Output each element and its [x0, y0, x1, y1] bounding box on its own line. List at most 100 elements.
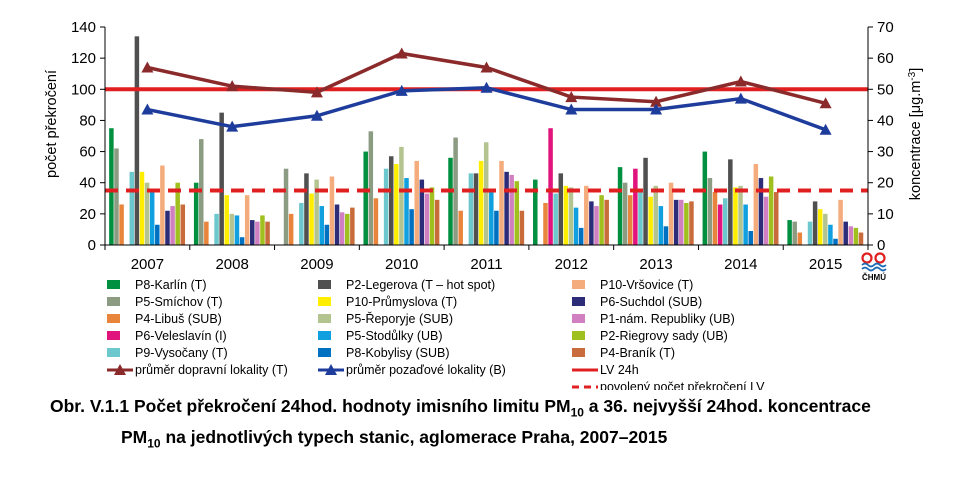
bar	[558, 173, 564, 245]
bar	[589, 201, 594, 245]
y-tick-left-label: 120	[71, 50, 96, 67]
legend-label: povolený počet překročení LV	[600, 380, 765, 390]
bar	[155, 224, 160, 245]
bar	[373, 198, 379, 245]
bar	[853, 227, 859, 245]
bar	[594, 206, 599, 245]
bar	[473, 173, 479, 245]
line-marker	[395, 84, 408, 96]
bar	[414, 160, 419, 245]
bar	[743, 204, 748, 245]
y-tick-left-label: 60	[79, 144, 96, 161]
y-tick-right-label: 40	[877, 112, 894, 129]
bar	[653, 185, 659, 245]
y-tick-right-label: 20	[877, 175, 894, 192]
bar	[394, 164, 399, 245]
legend-label: LV 24h	[600, 363, 639, 377]
bar	[722, 198, 728, 245]
bar	[717, 204, 723, 245]
bar	[478, 160, 484, 245]
bar	[170, 206, 175, 245]
legend: P8-Karlín (T) P5-Smíchov (T) P4-Libuš (SUB…	[107, 278, 765, 390]
line-marker	[650, 103, 663, 115]
bar	[622, 182, 628, 245]
bar	[519, 210, 525, 245]
legend-label: P1-nám. Republiky (UB)	[600, 312, 735, 326]
bar	[638, 188, 643, 245]
bar	[319, 206, 324, 245]
bar	[828, 224, 833, 245]
bar	[265, 221, 270, 245]
bar	[229, 213, 235, 245]
bar	[812, 201, 818, 245]
bar	[643, 157, 648, 245]
bar	[514, 181, 520, 245]
bar	[738, 185, 743, 245]
bar	[260, 215, 265, 245]
bar	[748, 230, 753, 245]
bar	[489, 188, 494, 245]
legend-swatch	[572, 314, 585, 323]
bar	[144, 182, 150, 245]
bar	[160, 165, 165, 245]
bar	[314, 179, 319, 245]
bar	[604, 199, 609, 245]
legend-label: P4-Braník (T)	[600, 346, 675, 360]
bar	[234, 215, 240, 245]
x-axis: 2007 2008 2009 2010 2011 2012 2013 2014 2015	[104, 245, 869, 273]
bar	[288, 213, 294, 245]
bar	[553, 193, 558, 245]
bar	[833, 238, 838, 245]
bar	[409, 209, 414, 245]
bar	[573, 207, 579, 245]
legend-label: průměr dopravní lokality (T)	[135, 363, 288, 377]
bar	[768, 176, 774, 245]
line-marker	[819, 123, 832, 135]
legend-swatch	[572, 280, 585, 289]
bar	[633, 168, 638, 245]
legend-swatch	[318, 331, 331, 340]
bar	[563, 185, 569, 245]
y-axis-left: 0 20 40 60 80 100 120 140	[71, 19, 105, 254]
bar	[419, 179, 425, 245]
y-tick-right-label: 50	[877, 81, 894, 98]
bar	[807, 221, 813, 245]
series-line	[147, 85, 827, 132]
bar	[109, 128, 114, 245]
bar	[684, 202, 689, 245]
legend-label: P2-Legerova (T – hot spot)	[346, 278, 495, 292]
bar	[434, 199, 440, 245]
bar	[244, 195, 250, 245]
bar	[165, 210, 170, 245]
bar	[533, 179, 538, 245]
line-marker	[141, 103, 154, 115]
line-marker	[480, 81, 493, 93]
legend-label: P4-Libuš (SUB)	[135, 312, 222, 326]
bar	[712, 192, 718, 245]
bar	[329, 176, 335, 245]
y-tick-left-label: 40	[79, 175, 96, 192]
bar	[797, 232, 803, 245]
bar	[617, 167, 623, 245]
bar	[339, 212, 345, 245]
legend-label: P5-Řeporyje (SUB)	[346, 311, 453, 326]
legend-label: P8-Kobylisy (SUB)	[346, 346, 450, 360]
x-tick-label: 2015	[809, 256, 842, 273]
y-tick-right-label: 10	[877, 206, 894, 223]
bar	[424, 193, 430, 245]
line-marker	[310, 109, 323, 121]
bar	[584, 185, 589, 245]
bar	[838, 199, 843, 245]
bar	[119, 204, 124, 245]
bar	[429, 187, 435, 245]
caption-line-1: Obr. V.1.1 Počet překročení 24hod. hodno…	[50, 396, 871, 420]
legend-label: P6-Veleslavín (I)	[135, 329, 227, 343]
y-tick-left-label: 100	[71, 81, 96, 98]
bar	[494, 210, 499, 245]
legend-label: P10-Průmyslova (T)	[346, 295, 457, 309]
legend-swatch	[572, 297, 585, 306]
bar	[663, 226, 669, 245]
bar	[250, 220, 255, 245]
chmu-logo-icon	[861, 252, 887, 272]
